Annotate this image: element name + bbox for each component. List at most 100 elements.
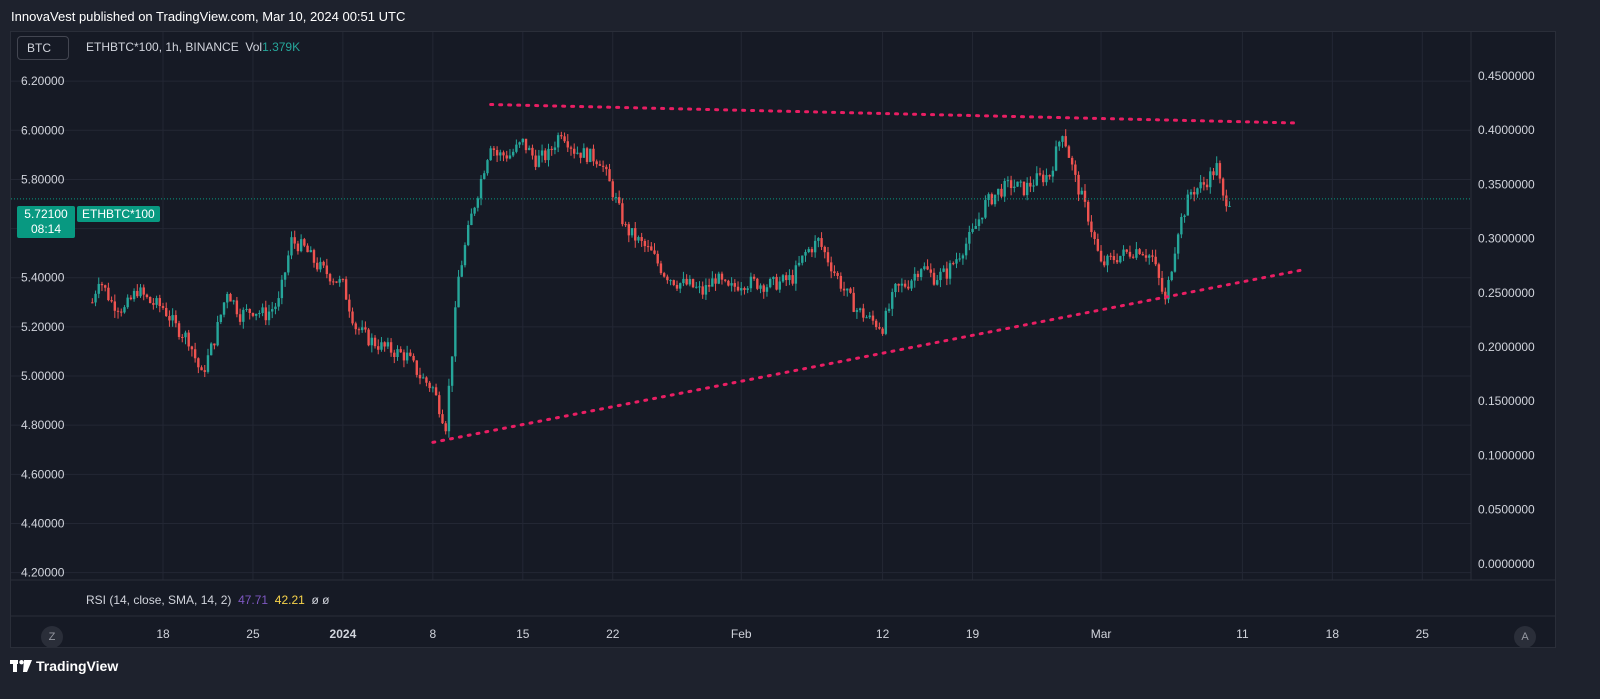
candle-body — [643, 240, 647, 247]
candle-body — [197, 358, 200, 368]
candle-body — [483, 173, 486, 179]
candle-body — [1013, 186, 1016, 189]
candle-body — [830, 262, 833, 272]
candle-body — [974, 225, 977, 229]
candle-body — [274, 306, 277, 310]
candle-body — [948, 263, 952, 279]
candle-body — [148, 296, 152, 304]
candle-body — [155, 298, 158, 305]
candle-body — [113, 301, 117, 311]
candle-body — [245, 308, 248, 310]
candle-body — [107, 287, 110, 301]
candle-body — [1221, 178, 1225, 196]
legend-vol-label: Vol — [245, 40, 263, 54]
candle-body — [447, 385, 451, 432]
candle-body — [454, 307, 457, 357]
candle-body — [573, 148, 576, 154]
zoom-left-button[interactable]: Z — [41, 626, 63, 647]
candle-body — [595, 161, 598, 165]
candle-body — [1064, 136, 1067, 147]
candle-body — [846, 288, 849, 291]
candle-body — [1186, 194, 1189, 216]
legend-symbol: ETHBTC*100, 1h, BINANCE — [86, 40, 239, 54]
candle-body — [624, 224, 627, 226]
candle-body — [409, 352, 412, 356]
candle-body — [768, 278, 772, 288]
zoom-right-button[interactable]: A — [1514, 626, 1536, 647]
candle-body — [193, 349, 197, 359]
candle-body — [200, 367, 203, 371]
candle-body — [878, 327, 881, 329]
candle-body — [1160, 277, 1164, 292]
candle-body — [145, 294, 149, 297]
candle-body — [271, 309, 274, 312]
candle-body — [926, 266, 929, 270]
chart-frame[interactable]: 18 25 2024 8 15 22 Feb 12 19 Mar 11 18 25 6.20000 6.00… — [10, 31, 1556, 648]
candle-body — [884, 310, 888, 334]
candle-body — [344, 279, 348, 300]
candle-body — [997, 188, 1000, 195]
candle-body — [508, 155, 512, 159]
candle-body — [1202, 182, 1206, 185]
candle-body — [393, 352, 396, 358]
candle-body — [727, 280, 730, 286]
candle-body — [373, 337, 377, 347]
candle-body — [698, 286, 701, 288]
rsi-legend[interactable]: RSI (14, close, SMA, 14, 2) 47.71 42.21 … — [86, 593, 329, 607]
left-axis-label: 5.80000 — [21, 172, 65, 186]
candle-body — [540, 150, 544, 156]
candle-body — [932, 272, 936, 285]
x-tick-label: Mar — [1091, 627, 1112, 641]
x-tick-label: 19 — [966, 627, 980, 641]
candle-body — [1061, 136, 1064, 142]
candle-body — [216, 322, 219, 346]
candle-body — [328, 274, 332, 282]
candle-body — [637, 237, 640, 241]
x-tick-label: 25 — [1416, 627, 1430, 641]
candle-body — [778, 281, 781, 290]
candle-body — [900, 283, 904, 286]
symbol-button[interactable]: BTC — [17, 36, 69, 60]
candle-body — [650, 246, 653, 251]
candle-body — [335, 281, 338, 283]
candle-body — [804, 251, 807, 256]
candle-body — [1087, 201, 1090, 222]
candle-body — [261, 307, 264, 314]
candle-body — [1199, 182, 1202, 189]
candle-body — [852, 292, 855, 312]
candle-body — [646, 246, 650, 248]
candle-body — [165, 307, 168, 317]
candle-body — [248, 308, 251, 313]
candle-body — [466, 225, 470, 246]
candle-body — [235, 300, 239, 315]
candle-body — [1048, 175, 1051, 177]
candle-body — [492, 148, 496, 151]
candle-body — [531, 147, 534, 156]
candle-body — [174, 315, 178, 324]
candle-body — [1029, 182, 1032, 187]
candle-body — [306, 245, 309, 253]
candle-body — [659, 263, 663, 274]
candle-body — [1038, 173, 1042, 175]
candle-body — [704, 285, 708, 295]
candle-body — [242, 309, 245, 322]
candle-body — [152, 303, 155, 305]
chart-canvas[interactable]: 18 25 2024 8 15 22 Feb 12 19 Mar 11 18 25 6.20000 6.00… — [11, 32, 1556, 648]
candle-body — [560, 135, 563, 137]
left-axis-label: 5.00000 — [21, 369, 65, 383]
candle-body — [871, 315, 875, 321]
candle-body — [495, 150, 499, 156]
candle-body — [1045, 175, 1048, 183]
candle-body — [518, 142, 521, 145]
x-tick-label: 18 — [1326, 627, 1340, 641]
candle-body — [675, 284, 679, 289]
candle-body — [1067, 146, 1071, 158]
candle-body — [351, 311, 354, 324]
candle-body — [691, 279, 695, 288]
left-axis-label: 5.40000 — [21, 271, 65, 285]
candle-body — [695, 286, 698, 288]
candle-body — [181, 336, 184, 338]
candle-body — [688, 279, 692, 285]
candle-body — [110, 300, 113, 302]
candle-body — [582, 148, 586, 158]
